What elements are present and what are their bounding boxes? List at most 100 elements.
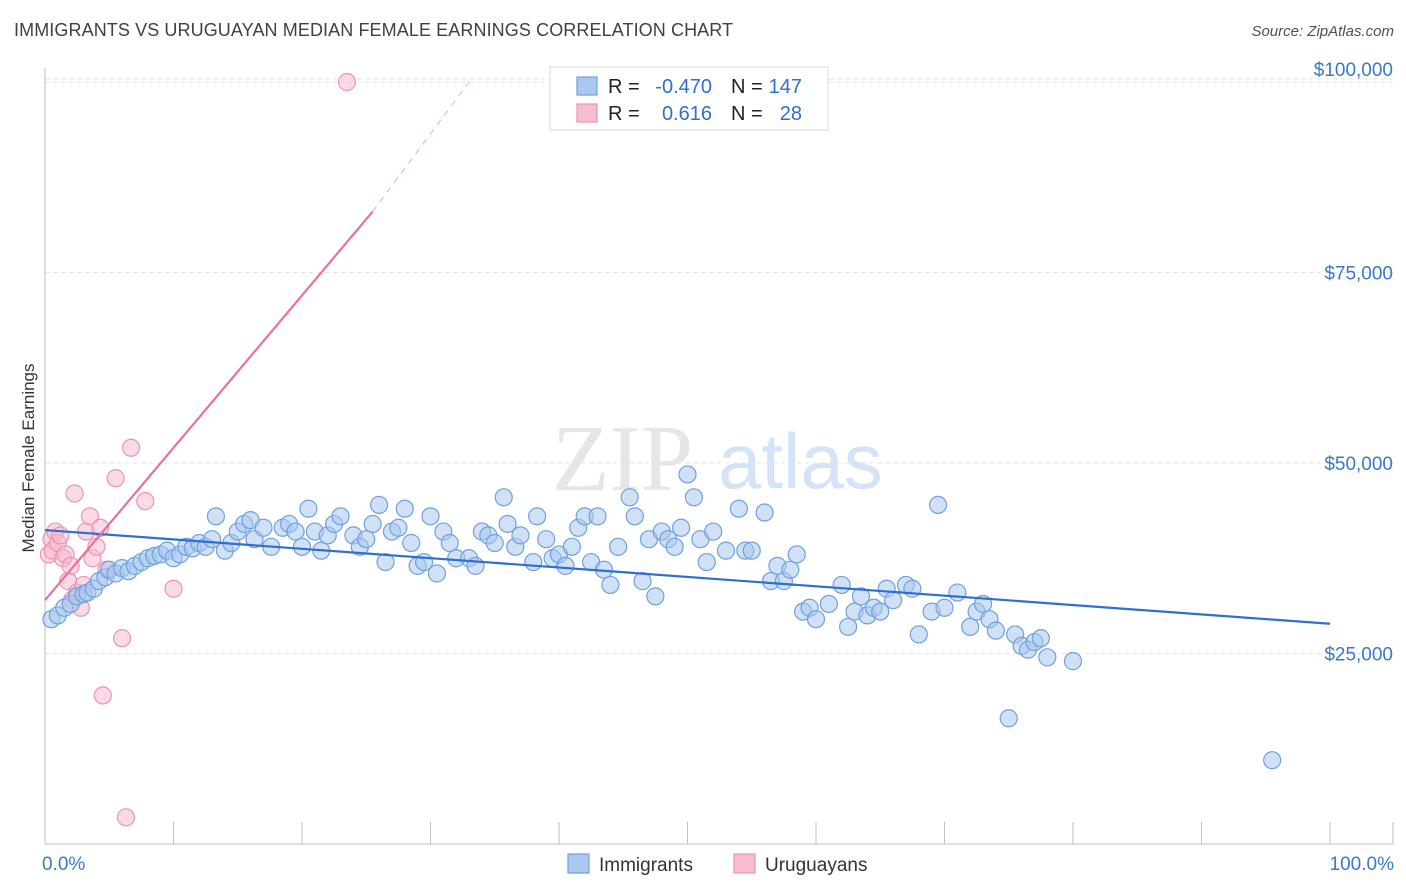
x-tick-label-min: 0.0% [42,854,85,875]
immigrants-points [42,465,1282,770]
chart-title: IMMIGRANTS VS URUGUAYAN MEDIAN FEMALE EA… [14,20,734,40]
immigrants-point [601,575,620,595]
uruguayans-points [39,72,357,827]
immigrants-point [609,537,628,556]
legend-n-value-2: 28 [780,103,802,125]
immigrants-point [370,495,389,515]
immigrants-point [819,594,838,614]
immigrants-point [254,518,273,537]
legend-r-label-2: R = [608,103,640,125]
immigrants-point [678,465,697,484]
immigrants-point [427,564,447,583]
immigrants-point [742,541,761,560]
uruguayans-point [136,492,155,511]
bottom-legend: Immigrants Uruguayans [567,853,867,876]
immigrants-point [697,552,716,572]
trend-lines [44,81,1331,625]
immigrants-point [935,598,954,617]
legend-n-label-1: N = [731,76,763,98]
immigrants-point [883,591,903,610]
uruguayans-trend-line [44,210,374,601]
immigrants-point [716,541,736,560]
uruguayans-point [337,72,357,92]
immigrants-point [331,507,350,526]
x-tick-label-max: 100.0% [1330,854,1395,875]
immigrants-point [928,495,948,515]
uruguayans-point [61,556,80,575]
immigrants-point [528,507,547,526]
y-tick-label: $50,000 [1324,454,1393,475]
axes [44,68,1394,845]
watermark: ZIP atlas [552,407,883,511]
immigrants-point [421,507,440,526]
y-tick-label: $25,000 [1324,645,1393,666]
immigrants-trend-line [44,528,1331,625]
immigrants-point [729,499,749,518]
immigrants-point [357,530,376,549]
uruguayans-point [121,438,141,457]
uruguayans-point [80,507,100,526]
immigrants-point [299,499,318,518]
legend-uruguayans-swatch [576,103,598,123]
immigrants-point [704,522,723,541]
immigrants-point [806,610,826,629]
immigrants-point [206,507,226,526]
uruguayans-point [106,469,125,488]
legend-n-value-1: 147 [769,76,802,98]
y-tick-label: $75,000 [1324,264,1393,285]
immigrants-point [986,621,1006,640]
bottom-legend-immigrants-swatch [567,853,590,874]
immigrants-point [1038,648,1057,667]
immigrants-point [1063,652,1083,671]
immigrants-point [755,503,774,522]
immigrants-point [839,617,858,636]
immigrants-point [1263,751,1282,770]
uruguayans-trend-extension [372,81,470,212]
immigrants-point [363,514,382,534]
uruguayans-point [112,629,132,648]
immigrants-point [524,552,543,572]
immigrants-point [832,575,851,595]
grid-lines [45,78,1393,654]
immigrants-point [440,533,459,553]
uruguayans-point [164,579,183,598]
immigrants-point [292,537,312,556]
immigrants-point [556,556,575,575]
immigrants-point [402,533,421,553]
y-axis-title: Median Female Earnings [19,364,38,553]
legend-r-value-1: -0.470 [655,76,712,98]
immigrants-point [562,537,581,556]
immigrants-point [671,518,691,537]
bottom-legend-uruguayans: Uruguayans [765,855,867,876]
uruguayans-point [51,526,70,545]
immigrants-point [511,526,530,545]
immigrants-point [537,530,556,549]
legend-r-label-1: R = [608,76,640,98]
legend-r-value-2: 0.616 [662,103,712,125]
immigrants-point [625,507,644,526]
immigrants-point [851,587,871,606]
watermark-atlas: atlas [718,417,883,505]
immigrants-point [485,533,504,553]
immigrants-point [286,522,305,541]
y-tick-labels: $25,000 $50,000 $75,000 $100,000 [1314,60,1393,666]
bottom-legend-immigrants: Immigrants [599,855,693,876]
immigrants-point [909,625,928,644]
uruguayans-point [116,808,136,827]
x-tick-labels: 0.0% 100.0% [42,854,1394,875]
immigrants-point [389,518,408,537]
immigrants-point [395,499,414,518]
source-label: Source: ZipAtlas.com [1251,23,1394,40]
immigrants-point [494,488,513,507]
legend-n-label-2: N = [731,103,763,125]
legend-box: R = -0.470 N = 147 R = 0.616 N = 28 [549,66,829,131]
immigrants-point [781,560,800,579]
uruguayans-point [93,686,112,705]
immigrants-point [665,537,684,556]
immigrants-point [646,587,665,606]
immigrants-point [498,514,517,534]
immigrants-point [588,507,607,526]
bottom-legend-uruguayans-swatch [733,853,756,874]
uruguayans-point [65,484,84,503]
